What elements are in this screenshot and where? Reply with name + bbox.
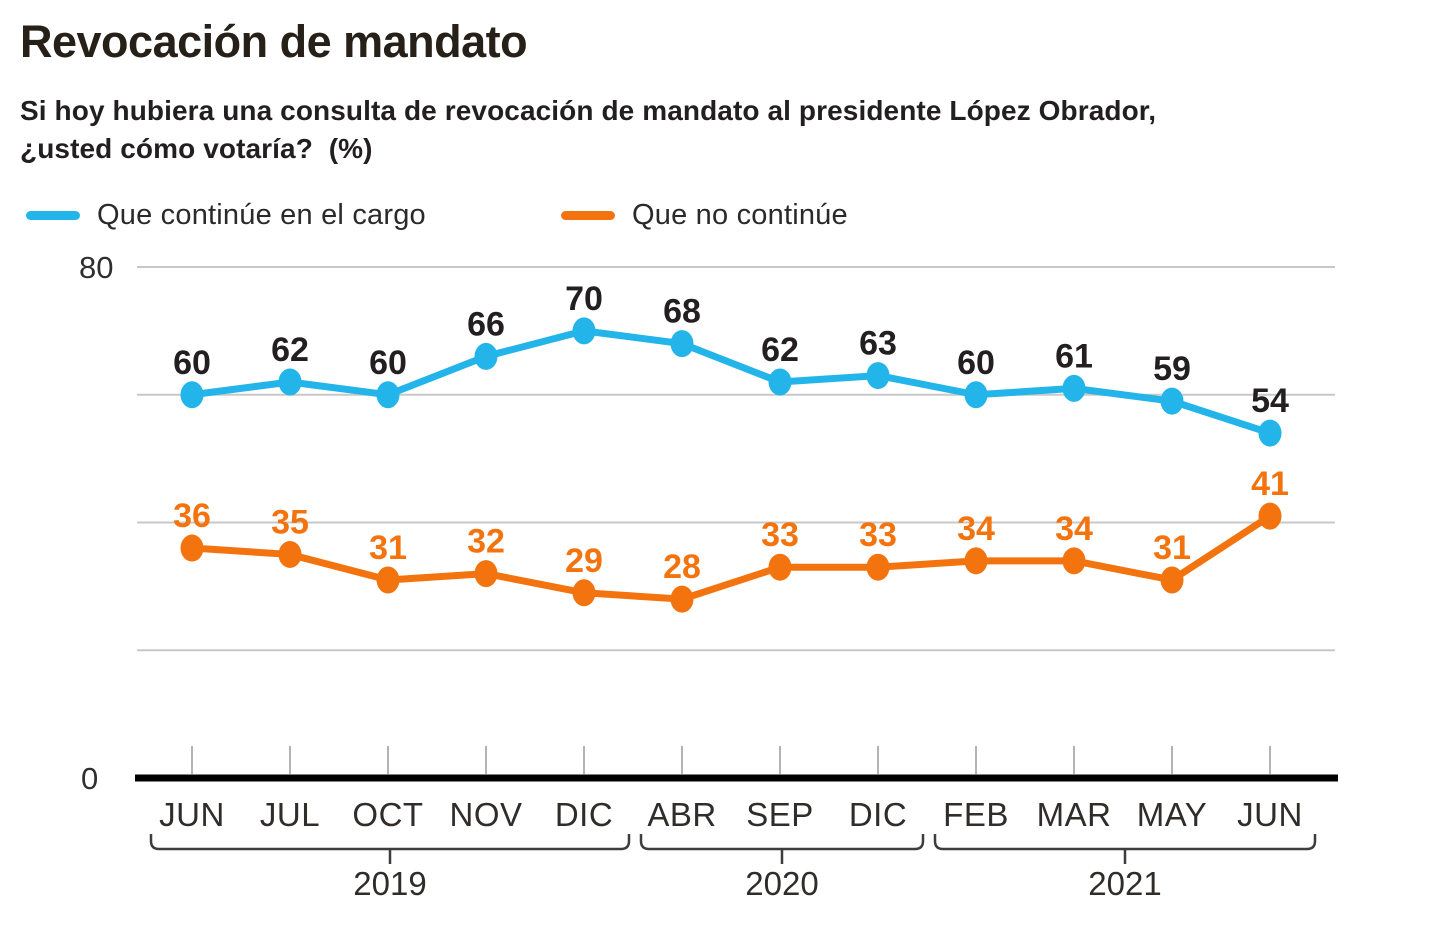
x-tick-label-11: JUN	[1237, 796, 1303, 833]
x-tick-label-6: SEP	[746, 796, 814, 833]
x-tick-label-8: FEB	[943, 796, 1009, 833]
legend-label: Que no continúe	[632, 198, 848, 231]
year-bracket-2020	[639, 834, 925, 864]
data-point-marker-s0-3	[474, 342, 498, 370]
value-label-s1-0: 36	[173, 497, 211, 535]
legend-label: Que continúe en el cargo	[97, 198, 426, 231]
chart-subtitle-line2: ¿usted cómo votaría? (%)	[20, 133, 373, 164]
value-label-s0-10: 59	[1153, 350, 1191, 388]
data-point-marker-s1-6	[768, 553, 792, 581]
x-tick-label-4: DIC	[555, 796, 613, 833]
value-label-s1-10: 31	[1153, 529, 1191, 567]
data-point-marker-s1-7	[866, 553, 890, 581]
x-tick-label-1: JUL	[260, 796, 320, 833]
data-point-marker-s1-10	[1160, 566, 1184, 594]
data-point-marker-s0-7	[866, 362, 890, 390]
value-label-s0-7: 63	[859, 325, 897, 363]
data-point-marker-s0-6	[768, 368, 792, 396]
chart-plot-area: 80 0 JUN JUL OCT NOV DIC ABR SEP DIC FEB MAR MAY JUN 2…	[0, 240, 1440, 931]
y-axis-label-min: 0	[81, 761, 98, 796]
data-point-marker-s1-5	[670, 585, 694, 613]
data-point-marker-s0-2	[376, 381, 400, 409]
data-point-marker-s0-11	[1258, 419, 1282, 447]
data-point-marker-s1-4	[572, 579, 596, 607]
value-label-s0-2: 60	[369, 344, 407, 382]
data-point-marker-s0-1	[278, 368, 302, 396]
x-tick-label-2: OCT	[352, 796, 423, 833]
year-bracket-2019	[149, 834, 631, 864]
year-label-2019: 2019	[353, 865, 426, 902]
legend-swatch-blue-line	[26, 210, 80, 220]
x-tick-label-7: DIC	[849, 796, 907, 833]
chart-subtitle-line1: Si hoy hubiera una consulta de revocació…	[20, 95, 1157, 126]
value-label-s0-5: 68	[663, 293, 701, 331]
x-tick-label-5: ABR	[647, 796, 716, 833]
value-label-s0-11: 54	[1251, 382, 1289, 420]
value-label-s0-4: 70	[565, 280, 603, 318]
year-label-2021: 2021	[1088, 865, 1161, 902]
data-point-marker-s0-9	[1062, 374, 1086, 402]
series-line-0	[188, 327, 1274, 437]
value-label-s1-2: 31	[369, 529, 407, 567]
data-point-marker-s0-0	[180, 381, 204, 409]
value-label-s1-7: 33	[859, 516, 897, 554]
x-tick-label-10: MAY	[1137, 796, 1208, 833]
data-point-marker-s0-5	[670, 330, 694, 358]
data-point-marker-s1-2	[376, 566, 400, 594]
data-point-marker-s0-8	[964, 381, 988, 409]
value-label-s0-6: 62	[761, 331, 799, 369]
line-chart: 80 0 JUN JUL OCT NOV DIC ABR SEP DIC FEB MAR MAY JUN 2…	[79, 250, 1338, 902]
value-label-s1-1: 35	[271, 503, 309, 541]
value-label-s1-3: 32	[467, 523, 505, 561]
data-point-marker-s1-11	[1258, 502, 1282, 530]
value-label-s1-6: 33	[761, 516, 799, 554]
legend-swatch-orange-line	[561, 210, 615, 220]
data-point-marker-s1-9	[1062, 547, 1086, 575]
value-label-s1-4: 29	[565, 542, 603, 580]
year-label-2020: 2020	[745, 865, 818, 902]
value-label-s0-0: 60	[173, 344, 211, 382]
x-tick-label-3: NOV	[449, 796, 522, 833]
year-bracket-2021	[933, 834, 1317, 864]
chart-title: Revocación de mandato	[20, 16, 528, 67]
chart-legend: Que continúe en el cargo Que no continúe	[0, 198, 1440, 232]
y-axis-label-max: 80	[79, 250, 113, 285]
data-point-marker-s1-1	[278, 540, 302, 568]
value-label-s1-9: 34	[1055, 510, 1093, 548]
value-label-s0-1: 62	[271, 331, 309, 369]
data-point-marker-s1-3	[474, 560, 498, 588]
value-label-s1-8: 34	[957, 510, 995, 548]
chart-subtitle: Si hoy hubiera una consulta de revocació…	[20, 92, 1156, 168]
legend-item-no-continue: Que no continúe	[561, 198, 848, 232]
data-point-marker-s1-0	[180, 534, 204, 562]
value-label-s0-9: 61	[1055, 337, 1093, 375]
data-point-marker-s1-8	[964, 547, 988, 575]
legend-item-continue: Que continúe en el cargo	[26, 198, 426, 232]
data-point-marker-s0-4	[572, 317, 596, 345]
x-tick-label-0: JUN	[159, 796, 225, 833]
value-label-s0-3: 66	[467, 305, 505, 343]
value-label-s1-11: 41	[1251, 465, 1289, 503]
x-tick-label-9: MAR	[1037, 796, 1112, 833]
value-label-s1-5: 28	[663, 548, 701, 586]
series-line-1	[188, 512, 1274, 603]
value-label-s0-8: 60	[957, 344, 995, 382]
data-point-marker-s0-10	[1160, 387, 1184, 415]
